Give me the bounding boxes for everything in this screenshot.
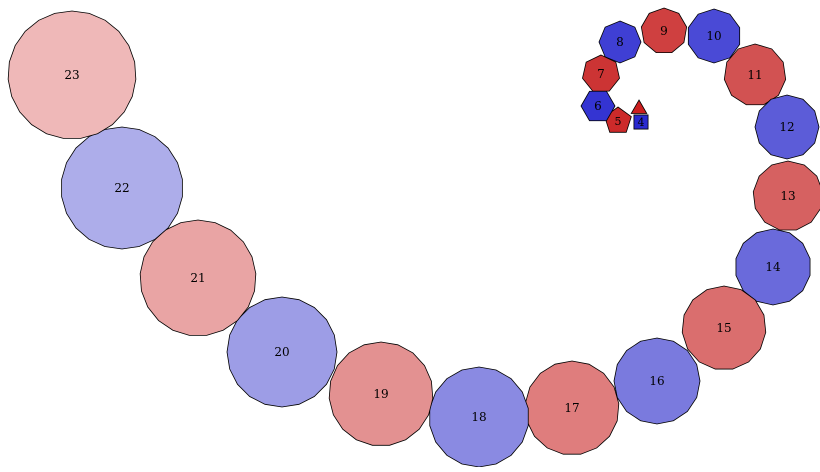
- polygon-13-gon: [752, 160, 820, 231]
- polygon-label-10: 10: [706, 29, 721, 43]
- polygon-20-gon: [226, 296, 338, 408]
- polygon-label-22: 22: [114, 181, 129, 195]
- polygon-9-gon: [640, 7, 688, 54]
- polygon-label-11: 11: [747, 68, 762, 82]
- polygon-8-gon: [598, 20, 642, 64]
- polygon-17-gon: [524, 360, 620, 455]
- polygon-label-19: 19: [373, 387, 388, 401]
- polygon-21-gon: [139, 219, 257, 336]
- polygon-16-gon: [613, 337, 701, 425]
- polygon-label-17: 17: [564, 401, 579, 415]
- polygon-label-18: 18: [471, 410, 486, 424]
- polygon-label-14: 14: [765, 260, 781, 274]
- polygon-7-gon: [582, 54, 620, 92]
- polygon-23-gon: [7, 10, 137, 139]
- polygon-3-gon: [630, 99, 648, 114]
- polygon-label-7: 7: [597, 67, 605, 81]
- polygon-4-gon: [633, 114, 649, 130]
- polygon-label-5: 5: [615, 115, 622, 128]
- polygon-12-gon: [754, 94, 820, 160]
- polygon-label-9: 9: [660, 24, 668, 38]
- polygon-label-20: 20: [274, 345, 289, 359]
- polygon-label-4: 4: [638, 116, 645, 129]
- polygon-10-gon: [687, 8, 741, 64]
- polygon-label-23: 23: [64, 68, 79, 82]
- polygon-19-gon: [328, 341, 434, 446]
- polygon-14-gon: [735, 228, 811, 306]
- polygon-label-21: 21: [190, 271, 205, 285]
- polygon-label-12: 12: [779, 120, 794, 134]
- polygon-label-6: 6: [594, 99, 602, 113]
- polygon-label-16: 16: [649, 374, 664, 388]
- polygon-label-15: 15: [716, 321, 731, 335]
- polygon-label-8: 8: [616, 35, 624, 49]
- polygon-label-13: 13: [780, 189, 795, 203]
- polygon-22-gon: [61, 126, 183, 250]
- polygon-11-gon: [723, 43, 787, 106]
- polygon-15-gon: [681, 285, 767, 370]
